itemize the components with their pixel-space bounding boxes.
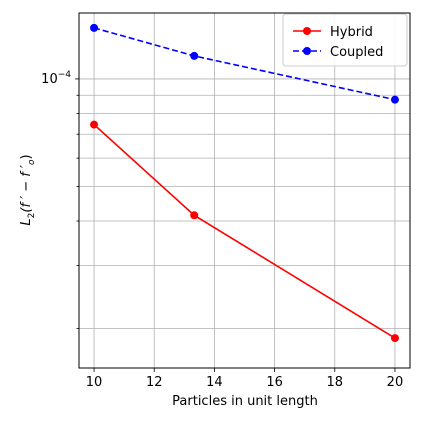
y-axis-label-sub2: o xyxy=(27,159,37,165)
legend-label-coupled: Coupled xyxy=(330,45,383,60)
data-point-hybrid xyxy=(190,211,199,220)
series-line-hybrid xyxy=(93,123,396,339)
legend: Hybrid Coupled xyxy=(282,13,408,67)
data-point-hybrid xyxy=(390,334,399,343)
series-layer xyxy=(90,23,399,343)
grid xyxy=(79,13,410,368)
data-point-coupled xyxy=(190,51,199,60)
legend-box xyxy=(282,13,408,67)
x-tick-label: 10 xyxy=(86,375,103,390)
x-tick-label: 12 xyxy=(146,375,163,390)
legend-label-hybrid: Hybrid xyxy=(330,25,373,40)
y-axis-label-sub: 2 xyxy=(27,213,37,219)
data-point-coupled xyxy=(90,23,99,32)
legend-marker-coupled xyxy=(303,47,311,55)
x-tick-label: 16 xyxy=(266,375,283,390)
x-tick-label: 14 xyxy=(206,375,223,390)
x-axis-label: Particles in unit length xyxy=(172,394,318,409)
legend-marker-hybrid xyxy=(303,27,311,35)
axes xyxy=(78,12,411,369)
x-tick-label: 18 xyxy=(326,375,343,390)
data-point-coupled xyxy=(390,95,399,104)
y-axis-label-rest: (f ′ − f ′ xyxy=(19,165,34,213)
y-axis-label: L2(f ′ − f ′o) xyxy=(19,154,37,225)
y-axis-label-close: ) xyxy=(19,154,34,159)
ticks: 10 12 14 16 18 20 10−4 xyxy=(41,70,403,390)
y-axis-label-main: L xyxy=(19,218,34,225)
y-tick-label: 10−4 xyxy=(41,70,71,87)
x-tick-label: 20 xyxy=(387,375,404,390)
plot-frame xyxy=(78,12,411,369)
data-point-hybrid xyxy=(90,120,99,129)
